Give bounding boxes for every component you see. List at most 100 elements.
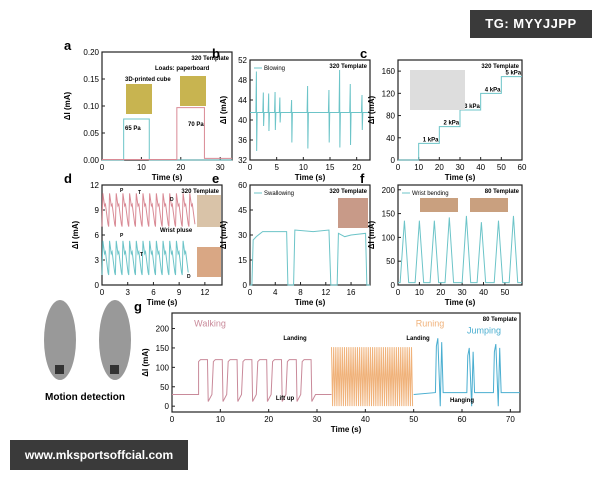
- x-axis-label: Time (s): [295, 173, 326, 182]
- x-tick-label: 10: [299, 163, 308, 172]
- running-line: [331, 347, 414, 407]
- y-axis-label: ΔI (mA): [367, 220, 376, 249]
- y-tick-label: 100: [382, 233, 396, 242]
- annotation: T: [138, 190, 141, 196]
- x-tick-label: 4: [273, 288, 278, 297]
- x-tick-label: 0: [170, 415, 175, 424]
- x-tick-label: 60: [518, 163, 527, 172]
- plot-frame: [171, 312, 521, 413]
- x-tick-label: 30: [458, 288, 467, 297]
- template-label: 80 Template: [485, 189, 520, 195]
- plot-frame: [397, 184, 523, 286]
- x-tick-label: 20: [352, 163, 361, 172]
- series-line: [102, 118, 232, 161]
- x-axis-label: Time (s): [152, 173, 183, 182]
- legend-label: Wrist bending: [412, 191, 449, 197]
- x-tick-label: 9: [177, 288, 182, 297]
- panel-f: f 0 10 20 30 40 50 0 50 100 150 200 Time (s) ΔI (mA) 8…: [360, 171, 523, 307]
- legend-label: Blowing: [264, 66, 285, 72]
- x-tick-label: 40: [361, 415, 370, 424]
- x-tick-label: 40: [479, 288, 488, 297]
- arm-photo: [470, 198, 508, 212]
- x-tick-label: 30: [456, 163, 465, 172]
- annotation: Hanging: [450, 398, 474, 404]
- x-tick-label: 50: [409, 415, 418, 424]
- x-tick-label: 50: [497, 163, 506, 172]
- watermark-top: TG: MYYJJPP: [470, 10, 592, 38]
- annotation: Wrist pluse: [160, 228, 193, 234]
- y-tick-label: 150: [382, 210, 396, 219]
- x-tick-label: 16: [347, 288, 356, 297]
- x-tick-label: 8: [298, 288, 303, 297]
- series-line: [398, 215, 522, 284]
- y-tick-label: 40: [386, 134, 395, 143]
- x-tick-label: 10: [137, 163, 146, 172]
- insole-icon: [44, 300, 76, 380]
- template-label: 80 Template: [483, 317, 518, 323]
- y-tick-label: 0.00: [83, 156, 99, 165]
- x-tick-label: 12: [200, 288, 209, 297]
- panel-letter: f: [360, 171, 365, 186]
- y-tick-label: 160: [382, 67, 396, 76]
- y-tick-label: 44: [238, 96, 247, 105]
- y-tick-label: 150: [156, 344, 170, 353]
- phase-label: Jumping: [467, 326, 501, 336]
- y-tick-label: 32: [238, 156, 247, 165]
- template-label: 320 Template: [181, 189, 219, 195]
- annotation: P: [120, 233, 124, 239]
- series-line: [101, 240, 189, 276]
- x-tick-label: 0: [100, 163, 105, 172]
- series-line: [250, 69, 370, 152]
- annotation: 2 kPa: [443, 121, 459, 127]
- walking-line: [172, 359, 332, 402]
- y-axis-label: ΔI (mA): [219, 220, 228, 249]
- y-tick-label: 100: [156, 363, 170, 372]
- x-tick-label: 0: [248, 288, 253, 297]
- y-tick-label: 50: [386, 257, 395, 266]
- panel-letter: e: [212, 171, 219, 186]
- x-tick-label: 20: [264, 415, 273, 424]
- y-tick-label: 120: [382, 89, 396, 98]
- y-tick-label: 200: [382, 186, 396, 195]
- x-tick-label: 0: [396, 288, 401, 297]
- x-tick-label: 10: [216, 415, 225, 424]
- y-tick-label: 3: [95, 256, 100, 265]
- y-tick-label: 12: [90, 181, 99, 190]
- plot-frame: [249, 59, 371, 161]
- y-tick-label: 0.15: [83, 75, 99, 84]
- sensor-photo: [126, 84, 152, 114]
- y-tick-label: 6: [95, 231, 100, 240]
- template-label: 320 Template: [481, 64, 519, 70]
- phase-label: Walking: [194, 319, 226, 329]
- y-tick-label: 30: [238, 231, 247, 240]
- x-tick-label: 0: [396, 163, 401, 172]
- x-tick-label: 10: [415, 288, 424, 297]
- x-axis-label: Time (s): [331, 425, 362, 434]
- panel-letter: c: [360, 46, 367, 61]
- watermark-bottom: www.mksportsoffcial.com: [10, 440, 188, 470]
- series-line: [250, 229, 370, 286]
- y-tick-label: 50: [160, 383, 169, 392]
- x-tick-label: 20: [176, 163, 185, 172]
- annotation: 70 Pa: [188, 122, 204, 128]
- annotation: P: [120, 188, 124, 194]
- y-tick-label: 45: [238, 206, 247, 215]
- y-tick-label: 52: [238, 56, 247, 65]
- sensor-icon: [110, 365, 119, 374]
- panel-letter: d: [64, 171, 72, 186]
- panel-g: g 0 10 20 30 40 50 60 70 0 50 100 150 200 Time (s) ΔI (…: [44, 299, 521, 434]
- y-tick-label: 0: [95, 281, 100, 290]
- y-tick-label: 9: [95, 206, 100, 215]
- y-tick-label: 0: [243, 281, 248, 290]
- series-line: [398, 76, 522, 161]
- y-tick-label: 80: [386, 112, 395, 121]
- annotation: 3D-printed cube: [125, 77, 171, 83]
- y-tick-label: 0: [165, 402, 170, 411]
- legend-label: Swallowing: [264, 191, 294, 197]
- y-tick-label: 60: [238, 181, 247, 190]
- y-tick-label: 40: [238, 116, 247, 125]
- x-tick-label: 40: [476, 163, 485, 172]
- x-tick-label: 0: [100, 288, 105, 297]
- annotation: Loads: paperboard: [155, 66, 210, 72]
